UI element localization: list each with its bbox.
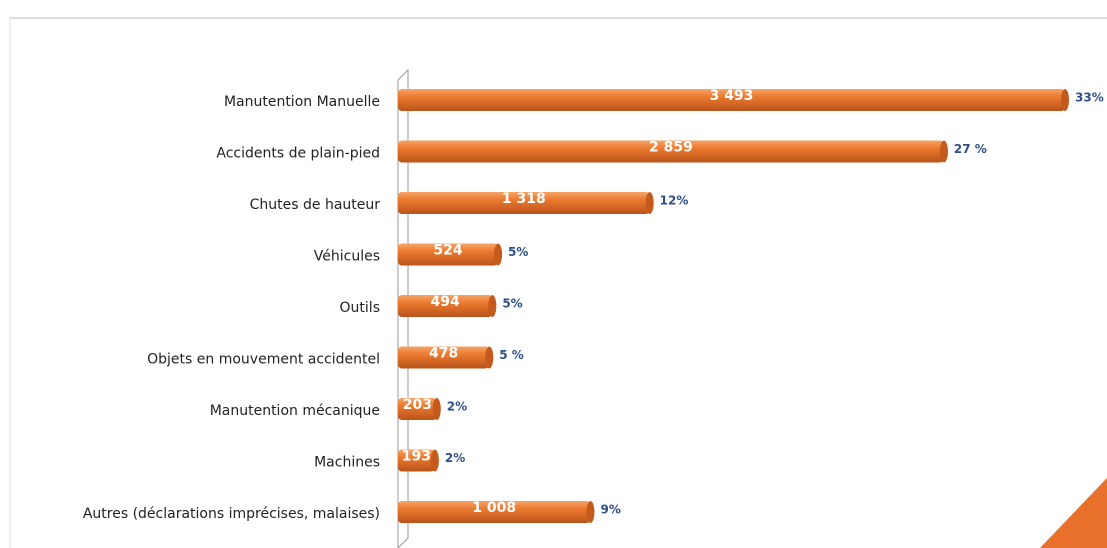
bar — [398, 398, 437, 420]
bar-end — [494, 243, 503, 266]
category-label: Chutes de hauteur — [250, 197, 381, 213]
bar — [398, 295, 493, 317]
bar-end — [645, 192, 654, 214]
percent-label: 33% — [1075, 91, 1104, 105]
category-label: Manutention mécanique — [210, 403, 380, 419]
value-label: 1 008 — [472, 500, 516, 516]
value-label: 478 — [429, 346, 458, 362]
bar-end — [430, 449, 439, 472]
percent-label: 9% — [600, 503, 620, 517]
value-label: 494 — [431, 294, 460, 310]
value-label: 203 — [403, 397, 432, 413]
bar — [398, 243, 499, 266]
category-label: Accidents de plain-pied — [216, 146, 380, 162]
category-label: Objets en mouvement accidentel — [147, 352, 380, 368]
bar — [398, 140, 944, 163]
percent-label: 2% — [445, 451, 465, 465]
bar — [398, 501, 591, 523]
category-label: Autres (déclarations imprécises, malaise… — [83, 506, 380, 522]
bar-end — [1061, 89, 1069, 111]
percent-label: 12% — [660, 194, 689, 208]
bar-end — [488, 295, 497, 317]
percent-label: 27 % — [954, 142, 987, 156]
value-label: 3 493 — [710, 88, 754, 104]
bar-end — [432, 398, 441, 420]
bar-end — [939, 140, 948, 163]
bar-end — [485, 346, 494, 369]
bar-end — [586, 501, 595, 523]
bar — [398, 346, 490, 369]
corner-decoration — [1040, 478, 1107, 548]
percent-label: 5% — [502, 297, 522, 311]
value-label: 2 859 — [649, 140, 693, 156]
bar — [398, 192, 650, 214]
category-label: Véhicules — [314, 249, 380, 265]
category-label: Manutention Manuelle — [224, 94, 380, 110]
bar — [398, 89, 1065, 111]
value-label: 193 — [402, 449, 431, 465]
bar — [398, 449, 435, 472]
category-label: Machines — [314, 455, 380, 471]
value-label: 1 318 — [502, 191, 546, 207]
percent-label: 5% — [508, 245, 528, 259]
percent-label: 5 % — [499, 348, 524, 362]
percent-label: 2% — [447, 400, 467, 414]
category-label: Outils — [340, 300, 380, 316]
value-label: 524 — [433, 243, 462, 259]
